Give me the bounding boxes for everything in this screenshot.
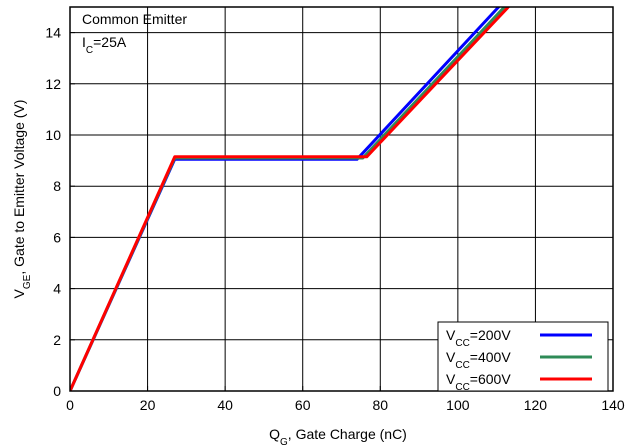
- x-tick-label: 120: [524, 397, 548, 413]
- grid: [70, 7, 613, 391]
- x-tick-label: 140: [601, 397, 625, 413]
- legend-label-3: VCC=600V: [446, 371, 511, 393]
- y-tick-label: 10: [45, 127, 61, 143]
- x-axis-ticks: 0 20 40 60 80 100 120 140: [66, 386, 625, 413]
- legend-label-1: VCC=200V: [446, 327, 511, 349]
- legend-label-2: VCC=400V: [446, 349, 511, 371]
- y-tick-label: 2: [53, 332, 61, 348]
- x-tick-label: 100: [446, 397, 470, 413]
- y-tick-label: 12: [45, 76, 61, 92]
- annotation-line-2: IC=25A: [82, 34, 127, 56]
- y-tick-label: 4: [53, 281, 61, 297]
- plot-frame: [69, 6, 614, 392]
- x-tick-label: 40: [217, 397, 233, 413]
- y-tick-label: 8: [53, 178, 61, 194]
- y-tick-label: 0: [53, 383, 61, 399]
- annotation: Common Emitter IC=25A: [82, 11, 187, 56]
- series-layer: [70, 7, 510, 391]
- y-tick-label: 6: [53, 229, 61, 245]
- annotation-line-1: Common Emitter: [82, 11, 187, 27]
- x-tick-label: 20: [140, 397, 156, 413]
- x-tick-label: 80: [372, 397, 388, 413]
- y-tick-label: 14: [45, 25, 61, 41]
- x-tick-label: 0: [66, 397, 74, 413]
- y-axis-ticks: 0 2 4 6 8 10 12 14: [45, 25, 75, 399]
- series-line-3: [70, 7, 510, 391]
- series-line-1: [70, 7, 501, 391]
- x-tick-label: 60: [295, 397, 311, 413]
- x-axis-label: QG, Gate Charge (nC): [269, 426, 407, 446]
- y-axis-label: VGE, Gate to Emitter Voltage (V): [11, 100, 33, 299]
